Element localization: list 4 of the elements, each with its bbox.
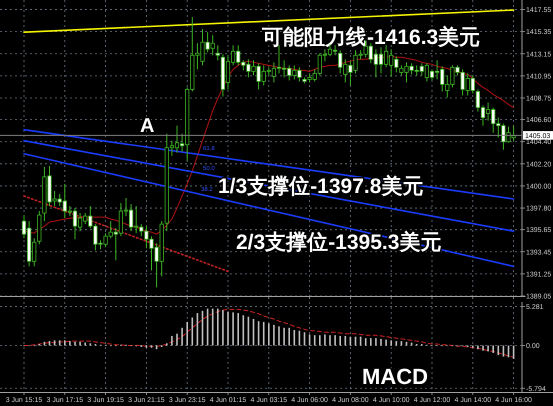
annotation: MACD [362, 364, 428, 389]
annotation: 可能阻力线-1416.3美元 [261, 25, 480, 49]
line-series [24, 308, 514, 358]
annotation: A [140, 115, 154, 137]
